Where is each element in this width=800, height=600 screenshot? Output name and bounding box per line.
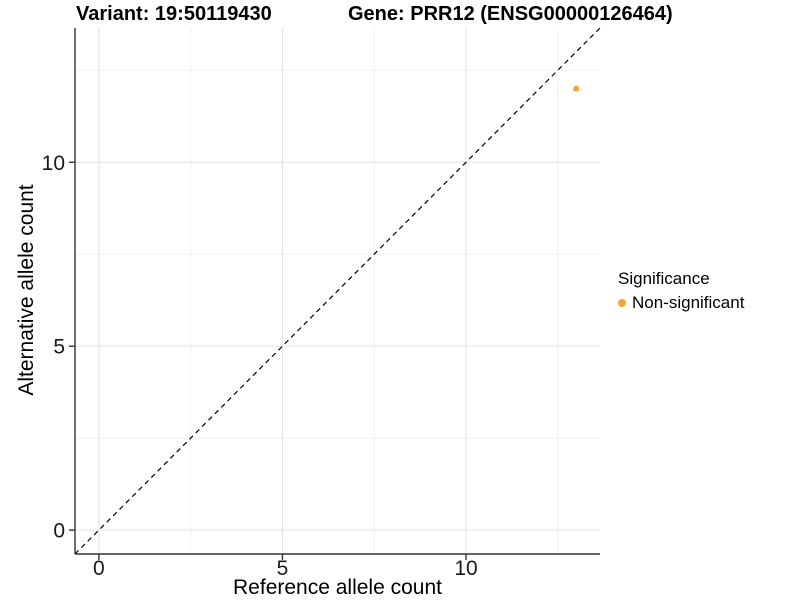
x-axis-title: Reference allele count <box>233 576 442 599</box>
y-axis-title: Alternative allele count <box>15 184 38 396</box>
y-tick-label: 10 <box>42 152 65 175</box>
legend: Significance Non-significant <box>618 269 744 313</box>
x-tick-label: 5 <box>277 557 289 580</box>
x-tick-label: 0 <box>93 557 105 580</box>
legend-title: Significance <box>618 269 710 288</box>
legend-point-swatch-icon <box>618 299 626 307</box>
variant-title: Variant: 19:50119430 <box>76 3 272 25</box>
legend-item-label: Non-significant <box>632 293 745 312</box>
y-tick-label: 5 <box>53 336 65 359</box>
identity-dashed-line <box>74 27 601 555</box>
data-point <box>573 85 580 92</box>
legend-item: Non-significant <box>618 293 744 313</box>
y-tick-label: 0 <box>53 520 65 543</box>
x-tick-label: 10 <box>454 557 477 580</box>
gene-title: Gene: PRR12 (ENSG00000126464) <box>348 3 673 25</box>
